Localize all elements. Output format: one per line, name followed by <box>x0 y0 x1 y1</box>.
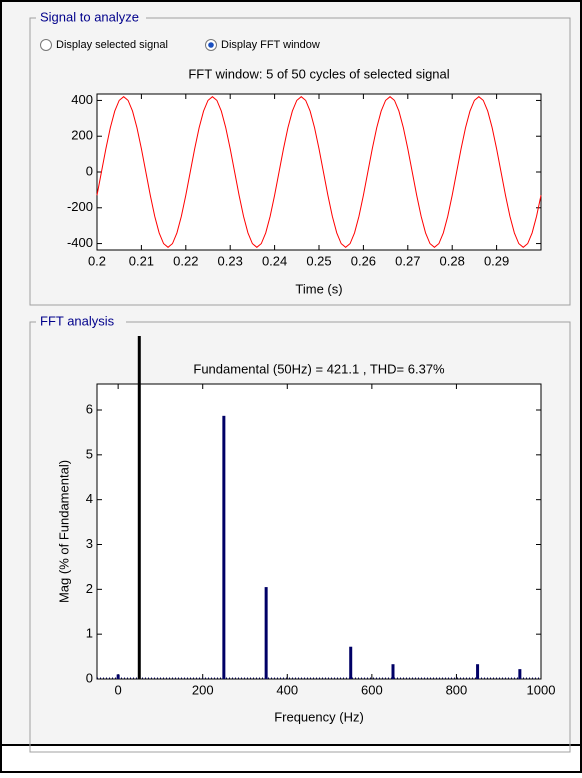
y-tick-label: -200 <box>67 199 93 214</box>
x-tick-label: 600 <box>361 682 383 697</box>
y-tick-label: 200 <box>71 128 93 143</box>
x-tick-label: 0.21 <box>129 253 154 268</box>
x-tick-label: 0.28 <box>440 253 465 268</box>
x-tick-label: 0.2 <box>88 253 106 268</box>
y-tick-label: 5 <box>86 446 93 461</box>
x-tick-label: 0.29 <box>484 253 509 268</box>
x-axis-label: Time (s) <box>295 281 342 296</box>
y-tick-label: 6 <box>86 401 93 416</box>
y-tick-label: 0 <box>86 670 93 685</box>
x-tick-label: 200 <box>192 682 214 697</box>
bar <box>222 415 226 679</box>
panel-title-bg <box>36 10 146 26</box>
x-tick-label: 0.27 <box>395 253 420 268</box>
signal-line <box>96 96 542 248</box>
chart-title: Fundamental (50Hz) = 421.1 , THD= 6.37% <box>193 361 445 376</box>
y-axis-label: Mag (% of Fundamental) <box>56 460 71 603</box>
chart-title: FFT window: 5 of 50 cycles of selected s… <box>188 66 449 81</box>
panel-title: FFT analysis <box>40 313 115 328</box>
signal-panel-frame <box>29 17 571 306</box>
y-tick-label: 4 <box>86 491 93 506</box>
bar <box>518 669 522 679</box>
fft-panel-frame <box>29 321 571 753</box>
y-tick-label: 1 <box>86 626 93 641</box>
x-tick-label: 0 <box>115 682 122 697</box>
radio-label[interactable]: Display FFT window <box>221 39 320 51</box>
radio-dot <box>208 42 214 48</box>
bars <box>97 336 541 679</box>
x-tick-label: 400 <box>276 682 298 697</box>
x-tick-label: 1000 <box>527 682 556 697</box>
y-tick-label: 0 <box>86 163 93 178</box>
x-tick-label: 0.22 <box>173 253 198 268</box>
x-tick-label: 0.26 <box>351 253 376 268</box>
y-tick-label: 3 <box>86 536 93 551</box>
y-tick-label: 400 <box>71 92 93 107</box>
x-tick-label: 800 <box>446 682 468 697</box>
panel-title: Signal to analyze <box>40 9 139 24</box>
y-tick-label: -400 <box>67 235 93 250</box>
x-tick-label: 0.23 <box>218 253 243 268</box>
plot-area <box>96 383 542 680</box>
bar <box>391 664 395 679</box>
plot-area <box>96 93 542 251</box>
radio-label[interactable]: Display selected signal <box>56 39 168 51</box>
bar <box>476 664 480 679</box>
bar <box>264 587 268 679</box>
y-tick-label: 2 <box>86 581 93 596</box>
bar <box>349 646 353 679</box>
bar <box>116 674 120 679</box>
bar <box>137 336 141 679</box>
radio-button[interactable] <box>40 39 52 51</box>
x-tick-label: 0.24 <box>262 253 287 268</box>
x-axis-label: Frequency (Hz) <box>274 709 364 724</box>
x-tick-label: 0.25 <box>306 253 331 268</box>
panel-title-bg <box>36 314 126 330</box>
